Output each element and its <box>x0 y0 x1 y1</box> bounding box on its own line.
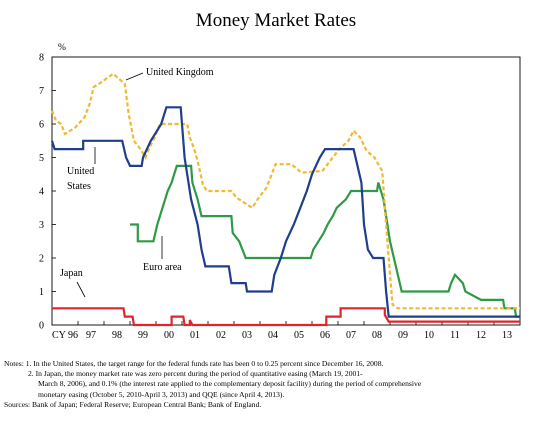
y-tick-label: 4 <box>39 187 44 198</box>
y-axis: 0 1 2 3 4 5 6 7 8 <box>39 53 56 332</box>
annotation-japan: Japan <box>60 268 83 279</box>
series-layer <box>50 72 520 327</box>
x-tick-label: 05 <box>294 330 304 341</box>
y-tick-label: 0 <box>39 321 44 332</box>
series-line-euro <box>130 164 520 318</box>
chart-title: Money Market Rates <box>196 10 356 31</box>
y-axis-unit-label: % <box>58 43 66 53</box>
series-line-uk <box>50 72 520 310</box>
x-tick-label: 97 <box>86 330 96 341</box>
x-tick-label: 10 <box>424 330 434 341</box>
x-tick-label: CY 96 <box>52 330 78 341</box>
x-tick-label: 13 <box>502 330 512 341</box>
x-tick-label: 07 <box>346 330 356 341</box>
note-line-4: monetary easing (October 5, 2010-April 3… <box>38 389 285 399</box>
sources-line: Sources: Bank of Japan; Federal Reserve;… <box>4 399 262 409</box>
chart-notes: Notes: 1. In the United States, the targ… <box>4 359 534 410</box>
note-line-1: Notes: 1. In the United States, the targ… <box>4 359 384 368</box>
annotation-leader-japan <box>76 281 86 298</box>
series-line-us <box>50 106 520 318</box>
annotation-us: States <box>67 181 91 192</box>
annotations-layer: United Kingdom United States Euro area Japan <box>60 67 214 298</box>
y-tick-label: 8 <box>39 53 44 64</box>
x-tick-label: 99 <box>138 330 148 341</box>
x-axis: CY 96 97 98 99 00 01 02 03 04 05 06 07 08 09 10 11 12 13 <box>52 321 512 341</box>
x-tick-label: 02 <box>216 330 226 341</box>
x-tick-label: 98 <box>112 330 122 341</box>
annotation-euro: Euro area <box>143 262 182 273</box>
x-tick-label: 06 <box>320 330 330 341</box>
x-tick-label: 12 <box>476 330 486 341</box>
annotation-uk: United Kingdom <box>146 67 214 78</box>
y-tick-label: 7 <box>39 86 44 97</box>
x-tick-label: 04 <box>268 330 278 341</box>
y-tick-label: 2 <box>39 254 44 265</box>
y-tick-label: 6 <box>39 120 44 131</box>
note-line-3: March 8, 2006), and 0.1% (the interest r… <box>38 379 422 389</box>
y-tick-label: 3 <box>39 220 44 231</box>
x-tick-label: 08 <box>372 330 382 341</box>
annotation-leader-uk <box>125 72 144 81</box>
x-tick-label: 09 <box>398 330 408 341</box>
annotation-us: United <box>67 166 94 177</box>
series-line-japan <box>52 307 520 327</box>
x-tick-label: 00 <box>164 330 174 341</box>
x-tick-label: 11 <box>450 330 460 341</box>
x-tick-label: 01 <box>190 330 200 341</box>
x-tick-label: 03 <box>242 330 252 341</box>
y-tick-label: 1 <box>39 287 44 298</box>
y-tick-label: 5 <box>39 153 44 164</box>
note-line-2: 2. In Japan, the money market rate was z… <box>28 369 363 379</box>
